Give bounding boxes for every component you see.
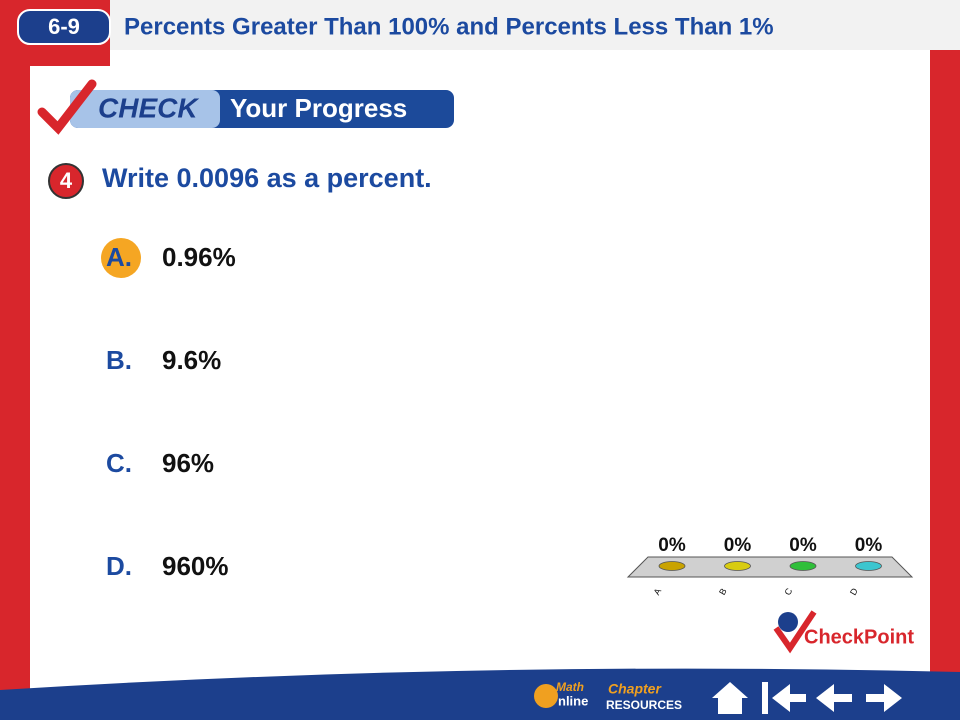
logo-check (773, 610, 817, 654)
header-title: Percents Greater Than 100% and Percents … (124, 13, 774, 40)
question-number: 4 (60, 168, 73, 193)
lesson-number: 6-9 (48, 14, 80, 39)
response-chart: 0% A 0% B 0% C 0% D (652, 535, 883, 597)
left-border (0, 0, 30, 720)
option-letter: D. (106, 551, 132, 581)
footer-resources[interactable]: RESOURCES (606, 698, 682, 712)
logo-text: CheckPoint (804, 626, 914, 648)
category-label: C (783, 586, 795, 597)
option-text: 960% (162, 551, 229, 581)
value-label: 0% (855, 535, 883, 556)
footer-math[interactable]: Math (556, 680, 584, 694)
value-label: 0% (724, 535, 752, 556)
footer-chapter[interactable]: Chapter (608, 681, 662, 697)
chart-platform (626, 556, 914, 578)
answer-highlight (101, 238, 141, 278)
back-button[interactable] (816, 684, 852, 712)
footer-bar (0, 668, 960, 720)
banner-check: CHECK (98, 92, 199, 123)
value-label: 0% (658, 535, 686, 556)
right-border (930, 0, 960, 720)
option-text: 9.6% (162, 345, 221, 375)
category-label: B (717, 587, 729, 597)
bar-base (724, 561, 751, 571)
home-button[interactable] (712, 682, 748, 714)
check-icon (37, 79, 97, 135)
logo-badge (778, 612, 798, 632)
category-label: D (848, 586, 860, 597)
options: A. 0.96% B. 9.6% C. 96% D. 960% (106, 242, 236, 581)
option-text: 0.96% (162, 242, 236, 272)
footer-online[interactable]: nline (558, 693, 588, 708)
question-text: Write 0.0096 as a percent. (102, 163, 432, 193)
bar-base (658, 561, 686, 571)
bar-base (855, 561, 882, 571)
option-text: 96% (162, 448, 214, 478)
option-letter: A. (106, 242, 132, 272)
banner-light (70, 90, 220, 128)
category-label: A (652, 587, 664, 597)
option-letter: B. (106, 345, 132, 375)
header-bar (0, 0, 960, 50)
first-button[interactable] (762, 682, 806, 714)
next-button[interactable] (866, 684, 902, 712)
question-badge (48, 163, 84, 199)
value-label: 0% (789, 535, 817, 556)
footer-globe[interactable] (534, 684, 558, 708)
lesson-badge (17, 9, 111, 45)
banner-progress: Your Progress (230, 93, 407, 123)
bar-base (789, 561, 817, 571)
option-letter: C. (106, 448, 132, 478)
